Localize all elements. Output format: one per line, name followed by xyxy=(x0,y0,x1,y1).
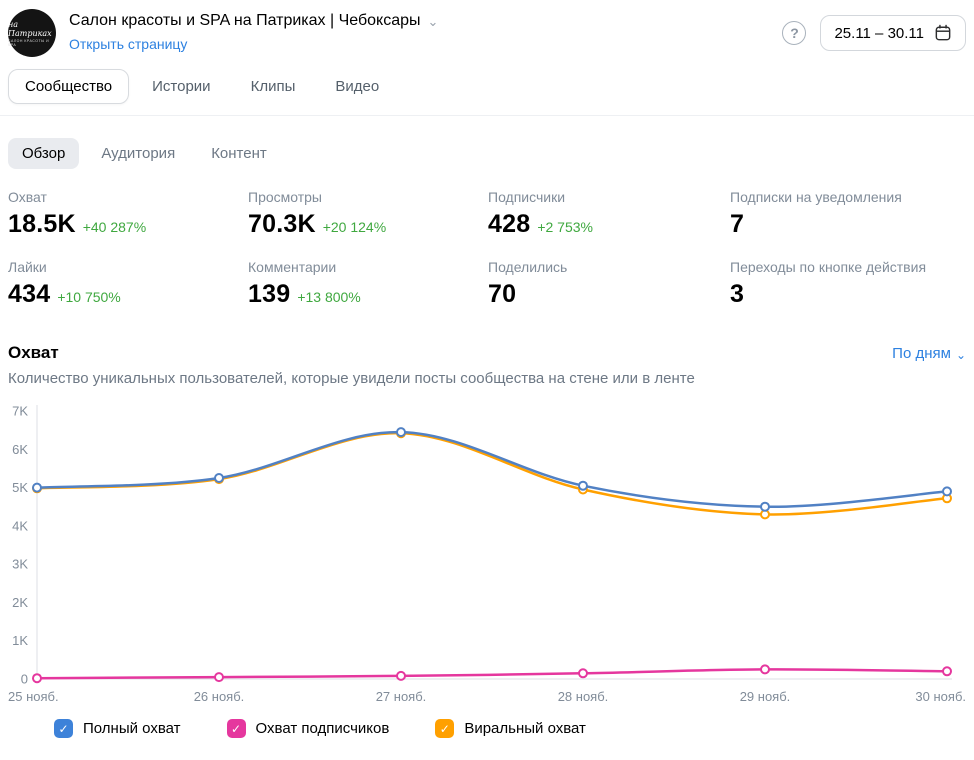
stat-value: 3 xyxy=(730,280,745,308)
svg-text:27 нояб.: 27 нояб. xyxy=(376,689,427,704)
svg-text:25 нояб.: 25 нояб. xyxy=(8,689,59,704)
subtab-overview[interactable]: Обзор xyxy=(8,138,80,169)
stat-subscribers: Подписчики 428 +2 753% xyxy=(488,189,730,239)
svg-text:3K: 3K xyxy=(12,557,28,572)
stat-value: 7 xyxy=(730,210,745,238)
stat-label: Охват xyxy=(8,189,47,205)
page-title: Салон красоты и SPA на Патриках | Чебокс… xyxy=(69,12,421,29)
chart-legend: ✓ Полный охват ✓ Охват подписчиков ✓ Вир… xyxy=(0,719,974,738)
section-title: Охват xyxy=(8,343,59,362)
header-controls: ? 25.11 – 30.11 xyxy=(782,9,966,51)
svg-text:26 нояб.: 26 нояб. xyxy=(194,689,245,704)
stat-delta: +13 800% xyxy=(297,289,361,305)
tab-community[interactable]: Сообщество xyxy=(8,69,130,104)
svg-text:4K: 4K xyxy=(12,518,28,533)
community-info: Салон красоты и SPA на Патриках | Чебокс… xyxy=(69,9,438,52)
community-avatar[interactable]: на Патриках салон красоты и SPA xyxy=(8,9,56,57)
stat-label: Поделились xyxy=(488,259,568,275)
stat-delta: +20 124% xyxy=(322,219,387,235)
stat-label: Переходы по кнопке действия xyxy=(730,259,927,275)
legend-item-viral-reach[interactable]: ✓ Виральный охват xyxy=(435,719,586,738)
legend-item-full-reach[interactable]: ✓ Полный охват xyxy=(54,719,181,738)
page-header: на Патриках салон красоты и SPA Салон кр… xyxy=(0,0,974,57)
section-subtitle: Количество уникальных пользователей, кот… xyxy=(8,370,695,387)
reach-section-text: Охват Количество уникальных пользователе… xyxy=(8,343,695,387)
tab-video[interactable]: Видео xyxy=(335,78,380,95)
legend-label: Полный охват xyxy=(83,720,181,737)
stat-value: 434 xyxy=(8,280,51,308)
stat-label: Подписки на уведомления xyxy=(730,189,902,205)
legend-label: Охват подписчиков xyxy=(255,720,390,737)
stat-value: 70 xyxy=(488,280,517,308)
stat-value: 139 xyxy=(248,280,291,308)
stat-value: 18.5K xyxy=(8,210,76,238)
reach-line-chart: 7K 6K 5K 4K 3K 2K 1K 0 25 нояб. 26 нояб. 27 нояб. 2… xyxy=(0,397,974,711)
avatar-script-text: на Патриках xyxy=(8,19,52,38)
period-selector[interactable]: По дням ⌄ xyxy=(892,343,966,362)
chevron-down-icon: ⌄ xyxy=(427,14,439,29)
chevron-down-icon: ⌄ xyxy=(955,348,966,362)
stat-comments: Комментарии 139 +13 800% xyxy=(248,259,488,309)
stat-delta: +40 287% xyxy=(82,219,147,235)
date-range-picker[interactable]: 25.11 – 30.11 xyxy=(820,15,966,51)
date-range-value: 25.11 – 30.11 xyxy=(834,24,924,42)
checkbox-checked-icon[interactable]: ✓ xyxy=(435,719,455,738)
stat-notification-subs: Подписки на уведомления 7 xyxy=(730,189,966,239)
community-title-dropdown[interactable]: Салон красоты и SPA на Патриках | Чебокс… xyxy=(69,12,438,30)
sub-tab-bar: Обзор Аудитория Контент xyxy=(0,116,974,169)
svg-text:30 нояб.: 30 нояб. xyxy=(915,689,966,704)
stat-delta: +10 750% xyxy=(57,289,121,305)
stat-label: Комментарии xyxy=(248,259,337,275)
open-page-link[interactable]: Открыть страницу xyxy=(69,36,188,52)
calendar-icon xyxy=(935,24,951,41)
tab-clips[interactable]: Клипы xyxy=(250,78,296,95)
svg-text:6K: 6K xyxy=(12,442,28,457)
svg-text:1K: 1K xyxy=(12,633,28,648)
stat-delta: +2 753% xyxy=(537,219,593,235)
tab-stories[interactable]: Истории xyxy=(152,78,211,95)
svg-text:0: 0 xyxy=(21,672,28,687)
stat-likes: Лайки 434 +10 750% xyxy=(8,259,248,309)
checkbox-checked-icon[interactable]: ✓ xyxy=(54,719,73,738)
chart-canvas: 7K 6K 5K 4K 3K 2K 1K 0 25 нояб. 26 нояб. 27 нояб. 2… xyxy=(8,404,966,705)
stat-value: 70.3K xyxy=(248,210,316,238)
svg-text:28 нояб.: 28 нояб. xyxy=(558,689,609,704)
help-icon[interactable]: ? xyxy=(782,21,807,45)
svg-text:29 нояб.: 29 нояб. xyxy=(740,689,791,704)
stat-action-button-clicks: Переходы по кнопке действия 3 xyxy=(730,259,966,309)
main-tab-bar: Сообщество Истории Клипы Видео xyxy=(0,57,974,116)
stat-value: 428 xyxy=(488,210,531,238)
svg-text:5K: 5K xyxy=(12,480,28,495)
stat-shares: Поделились 70 xyxy=(488,259,730,309)
checkbox-checked-icon[interactable]: ✓ xyxy=(226,719,246,738)
stat-views: Просмотры 70.3K +20 124% xyxy=(248,189,488,239)
period-selector-label: По дням xyxy=(892,345,951,362)
svg-text:2K: 2K xyxy=(12,595,28,610)
stat-label: Просмотры xyxy=(248,189,322,205)
stat-label: Лайки xyxy=(8,259,47,275)
stat-label: Подписчики xyxy=(488,189,566,205)
subtab-content[interactable]: Контент xyxy=(211,145,267,162)
stat-reach: Охват 18.5K +40 287% xyxy=(8,189,248,239)
legend-label: Виральный охват xyxy=(464,720,586,737)
svg-text:7K: 7K xyxy=(12,404,28,419)
stats-grid: Охват 18.5K +40 287% Просмотры 70.3K +20… xyxy=(0,169,974,309)
subtab-audience[interactable]: Аудитория xyxy=(101,145,176,162)
legend-item-subscribers-reach[interactable]: ✓ Охват подписчиков xyxy=(226,719,390,738)
avatar-sub-text: салон красоты и SPA xyxy=(8,38,50,47)
reach-section-header: Охват Количество уникальных пользователе… xyxy=(0,309,974,387)
